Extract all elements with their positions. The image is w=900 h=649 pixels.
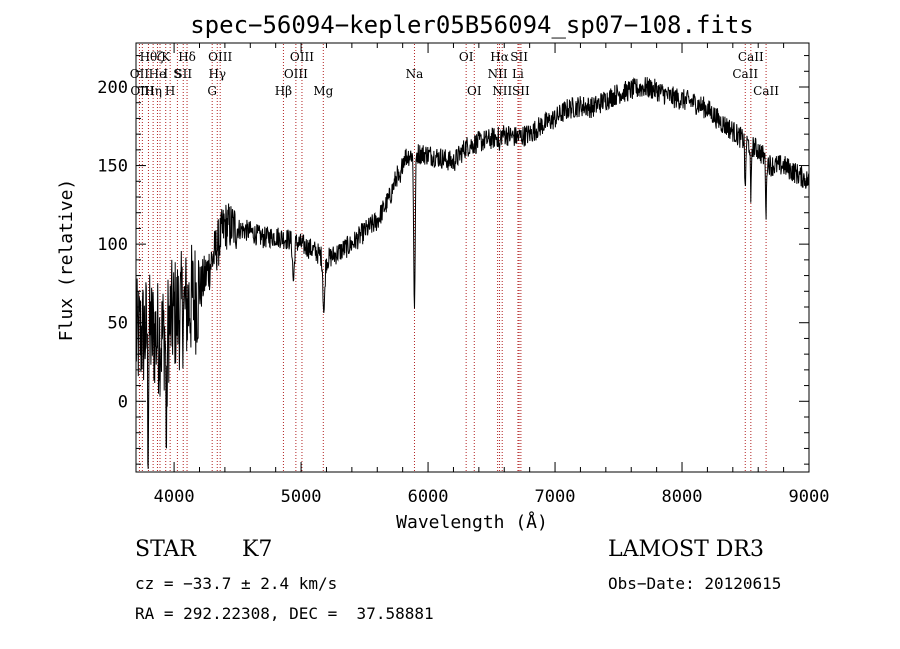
coordinates: RA = 292.22308, DEC = 37.58881 bbox=[135, 604, 434, 623]
x-tick-label: 8000 bbox=[662, 487, 703, 507]
marker-label: G bbox=[207, 84, 217, 98]
radial-velocity: cz = −33.7 ± 2.4 km/s bbox=[135, 574, 338, 593]
marker-label: OIII bbox=[208, 50, 232, 64]
plot-frame bbox=[135, 42, 810, 473]
marker-label: SII bbox=[512, 84, 530, 98]
marker-label: CaII bbox=[753, 84, 779, 98]
x-tick-label: 9000 bbox=[789, 487, 830, 507]
marker-label: I bbox=[163, 67, 168, 81]
x-axis-title: Wavelength (Å) bbox=[396, 511, 548, 533]
marker-label: S bbox=[173, 67, 181, 81]
y-tick-label: 0 bbox=[118, 392, 128, 412]
marker-label: Hγ bbox=[208, 67, 226, 81]
object-class: STAR bbox=[135, 537, 196, 562]
x-tick-label: 5000 bbox=[281, 487, 322, 507]
y-axis-title: Flux (relative) bbox=[56, 179, 77, 342]
survey-name: LAMOST DR3 bbox=[608, 537, 764, 562]
marker-label: Li bbox=[512, 67, 524, 81]
marker-label: Hθ bbox=[140, 50, 158, 64]
y-tick-label: 100 bbox=[97, 235, 128, 255]
marker-label: SII bbox=[174, 67, 192, 81]
marker-label: He bbox=[149, 67, 167, 81]
marker-label: NII bbox=[492, 84, 512, 98]
object-subclass: K7 bbox=[242, 537, 273, 562]
marker-label: Na bbox=[406, 67, 424, 81]
marker-label: OIII bbox=[284, 67, 308, 81]
spectral-line-labels: OIIOIIIHθHηHeζKIHSSIIHδGHγOIIIHβOIIIOIII… bbox=[130, 50, 779, 98]
marker-label: CaII bbox=[738, 50, 764, 64]
observation-date: Obs−Date: 20120615 bbox=[608, 574, 782, 593]
axis-ticks: 4000 5000 6000 7000 8000 9000 0 50 100 150 200 bbox=[97, 43, 829, 507]
marker-label: OI bbox=[459, 50, 474, 64]
chart-title: spec−56094−kepler05B56094_sp07−108.fits bbox=[190, 11, 754, 39]
x-tick-label: 7000 bbox=[535, 487, 576, 507]
marker-label: ζ bbox=[157, 50, 164, 64]
y-tick-label: 200 bbox=[97, 78, 128, 98]
x-tick-label: 6000 bbox=[408, 487, 449, 507]
spectral-line-markers bbox=[138, 44, 767, 471]
marker-label: Hδ bbox=[178, 50, 196, 64]
marker-label: SII bbox=[510, 50, 528, 64]
spectrum-series bbox=[135, 77, 810, 469]
marker-label: OI bbox=[467, 84, 482, 98]
marker-label: NII bbox=[488, 67, 508, 81]
marker-label: OII bbox=[130, 67, 150, 81]
y-tick-label: 150 bbox=[97, 157, 128, 177]
y-tick-label: 50 bbox=[108, 314, 128, 334]
marker-label: OIII bbox=[290, 50, 314, 64]
marker-label: Mg bbox=[313, 84, 333, 98]
marker-label: Hα bbox=[490, 50, 509, 64]
x-tick-label: 4000 bbox=[154, 487, 195, 507]
marker-label: CaII bbox=[732, 67, 758, 81]
marker-label: H bbox=[165, 84, 175, 98]
marker-label: Hη bbox=[144, 84, 162, 98]
marker-label: K bbox=[161, 50, 171, 64]
marker-label: Hβ bbox=[275, 84, 292, 98]
